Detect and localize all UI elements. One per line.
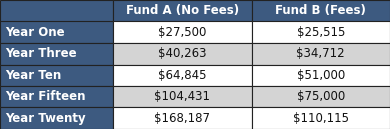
Text: $27,500: $27,500	[158, 26, 207, 39]
Text: $25,515: $25,515	[296, 26, 345, 39]
Bar	[252, 43, 390, 64]
Bar	[113, 64, 252, 86]
Text: $40,263: $40,263	[158, 47, 207, 60]
Text: $110,115: $110,115	[293, 112, 349, 125]
Bar	[0, 22, 113, 43]
Text: $168,187: $168,187	[154, 112, 210, 125]
Bar	[252, 86, 390, 107]
Bar	[113, 107, 252, 129]
Text: Fund A (No Fees): Fund A (No Fees)	[126, 4, 239, 17]
Bar	[0, 64, 113, 86]
Text: $51,000: $51,000	[297, 69, 345, 82]
Bar	[0, 86, 113, 107]
Bar	[0, 43, 113, 64]
Bar	[0, 107, 113, 129]
Bar	[113, 43, 252, 64]
Bar	[113, 22, 252, 43]
Text: Year Three: Year Three	[5, 47, 76, 60]
Text: Year One: Year One	[5, 26, 64, 39]
Bar	[252, 107, 390, 129]
Text: Year Twenty: Year Twenty	[5, 112, 85, 125]
Text: Year Ten: Year Ten	[5, 69, 61, 82]
Text: $75,000: $75,000	[297, 90, 345, 103]
Text: Year Fifteen: Year Fifteen	[5, 90, 85, 103]
Text: $34,712: $34,712	[296, 47, 345, 60]
Bar	[0, 0, 113, 22]
Text: Fund B (Fees): Fund B (Fees)	[275, 4, 366, 17]
Text: $104,431: $104,431	[154, 90, 210, 103]
Bar	[113, 86, 252, 107]
Bar	[252, 22, 390, 43]
Bar	[252, 0, 390, 22]
Bar	[252, 64, 390, 86]
Bar	[113, 0, 252, 22]
Text: $64,845: $64,845	[158, 69, 207, 82]
